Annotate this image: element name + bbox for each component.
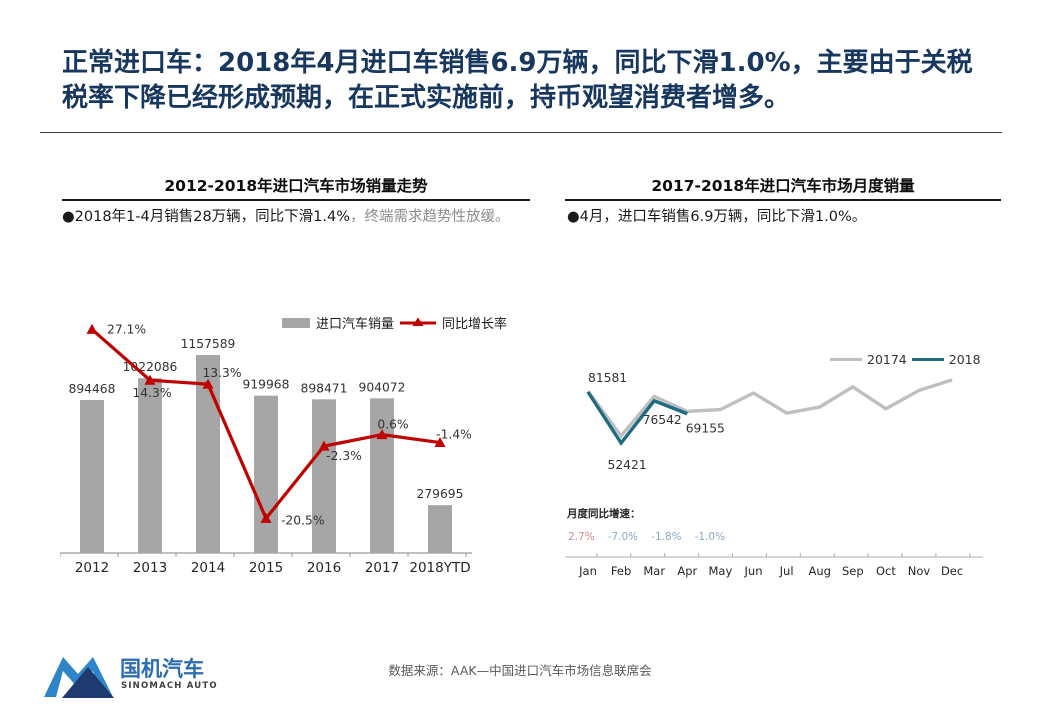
month-label: Apr — [677, 564, 697, 578]
category-label: 2015 — [249, 560, 283, 576]
headline-divider — [40, 132, 1002, 133]
right-chart-title: 2017-2018年进口汽车市场月度销量 — [651, 177, 915, 195]
right-header-underline — [565, 199, 1001, 201]
line-2017-swatch — [830, 358, 862, 361]
bar — [138, 378, 162, 553]
point-value-label: 76542 — [643, 413, 682, 427]
month-label: Mar — [643, 564, 665, 578]
point-value-label: 69155 — [686, 422, 725, 436]
line-legend-swatch — [400, 317, 437, 326]
triangle-marker — [86, 323, 98, 334]
sales-trend-chart: 894468 2012 1022086 2013 1157589 2014 919968 20… — [60, 322, 472, 576]
triangle-marker — [318, 440, 330, 451]
bar-value-label: 898471 — [301, 381, 348, 395]
triangle-marker — [144, 374, 156, 385]
growth-caption: 月度同比增速： — [567, 508, 641, 520]
category-label: 2013 — [133, 560, 167, 576]
left-chart-legend: 进口汽车销量 同比增长率 — [282, 313, 507, 332]
pct-label: 27.1% — [107, 322, 146, 336]
pct-label: 14.3% — [132, 386, 171, 400]
point-value-label: 81581 — [588, 371, 627, 385]
bar-value-label: 1157589 — [181, 337, 236, 351]
month-label: Jan — [578, 564, 597, 578]
growth-values-row: 2.7% -7.0% -1.8% -1.0% — [568, 531, 725, 543]
line-2018 — [586, 391, 688, 446]
month-label: Dec — [941, 564, 963, 578]
category-label: 2016 — [307, 560, 341, 576]
bar — [428, 505, 452, 553]
growth-value: 2.7% — [568, 531, 595, 543]
triangle-marker — [376, 429, 388, 440]
category-label: 2012 — [75, 560, 109, 576]
headline: 正常进口车：2018年4月进口车销售6.9万辆，同比下滑1.0%，主要由于关税税… — [62, 48, 973, 113]
bar — [254, 395, 278, 553]
left-bullet-main: ●2018年1-4月销售28万辆，同比下滑1.4% — [62, 209, 351, 225]
growth-value: -1.0% — [694, 531, 726, 543]
line-2017 — [586, 378, 953, 439]
pct-label: 0.6% — [377, 418, 408, 432]
mountain-band — [44, 657, 113, 697]
month-label: Jun — [744, 564, 763, 578]
monthly-sales-chart: Jan Feb Mar Apr May Jun Jul Aug Sep Oct Nov Dec 8158… — [565, 371, 983, 578]
month-label: Jul — [779, 564, 794, 578]
month-label: Feb — [611, 564, 631, 578]
category-label: 2018YTD — [409, 560, 470, 576]
logo-cn-text: 国机汽车 — [120, 657, 204, 681]
growth-value: -1.8% — [651, 531, 682, 543]
triangle-marker — [202, 378, 214, 389]
line-2017-label: 20174 — [867, 352, 907, 367]
logo-en-text: SINOMACH AUTO — [121, 681, 218, 691]
triangle-marker — [434, 437, 446, 448]
left-bullet-tail: ，终端需求趋势性放缓。 — [350, 209, 510, 225]
line-2018-swatch — [911, 358, 944, 361]
bar-legend-label: 进口汽车销量 — [316, 317, 395, 332]
left-header-underline — [62, 199, 530, 201]
bar-legend-swatch — [282, 317, 310, 328]
month-label: Nov — [908, 564, 931, 578]
bar — [80, 400, 104, 553]
sinomach-mountain-icon — [44, 657, 114, 698]
month-label: Aug — [808, 564, 830, 578]
line-legend-label: 同比增长率 — [442, 317, 508, 332]
left-bullet: ●2018年1-4月销售28万辆，同比下滑1.4%，终端需求趋势性放缓。 — [62, 206, 526, 228]
month-label: Sep — [842, 564, 864, 578]
month-label: May — [709, 564, 733, 578]
pct-label: -1.4% — [436, 428, 472, 442]
bar-value-label: 279695 — [417, 487, 464, 501]
growth-value: -7.0% — [607, 531, 639, 543]
data-source: 数据来源：AAK—中国进口汽车市场信息联席会 — [388, 663, 652, 678]
point-value-label: 52421 — [608, 458, 647, 472]
triangle-marker — [260, 512, 272, 523]
bar — [370, 398, 394, 553]
pct-label: -2.3% — [326, 449, 362, 463]
right-chart-legend: 20174 2018 — [830, 352, 981, 367]
left-chart-title: 2012-2018年进口汽车市场销量走势 — [164, 177, 428, 195]
bar-value-label: 1022086 — [123, 360, 178, 374]
mountain-front — [62, 667, 114, 698]
pct-label: 13.3% — [202, 366, 241, 380]
month-label: Oct — [876, 564, 896, 578]
right-bullet: ●4月，进口车销售6.9万辆，同比下滑1.0%。 — [567, 209, 867, 225]
bar — [312, 399, 336, 553]
pct-label: -20.5% — [281, 513, 325, 527]
category-label: 2014 — [191, 560, 225, 576]
line-2018-label: 2018 — [948, 352, 981, 367]
bar-value-label: 894468 — [69, 382, 116, 396]
category-label: 2017 — [365, 560, 399, 576]
bar-value-label: 919968 — [243, 378, 290, 392]
bar-value-label: 904072 — [359, 380, 406, 394]
